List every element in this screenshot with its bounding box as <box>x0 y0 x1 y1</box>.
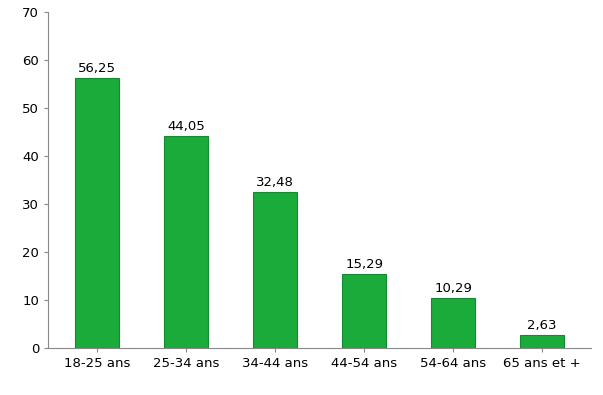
Text: 15,29: 15,29 <box>345 258 383 271</box>
Text: 56,25: 56,25 <box>78 62 116 75</box>
Bar <box>431 298 475 348</box>
Text: 44,05: 44,05 <box>167 120 205 134</box>
Text: 32,48: 32,48 <box>256 176 294 189</box>
Text: 10,29: 10,29 <box>434 282 472 295</box>
Bar <box>342 274 387 348</box>
Text: 2,63: 2,63 <box>527 319 557 332</box>
Bar <box>75 78 119 348</box>
Bar <box>253 192 297 348</box>
Bar <box>164 136 209 348</box>
Bar <box>520 335 564 348</box>
